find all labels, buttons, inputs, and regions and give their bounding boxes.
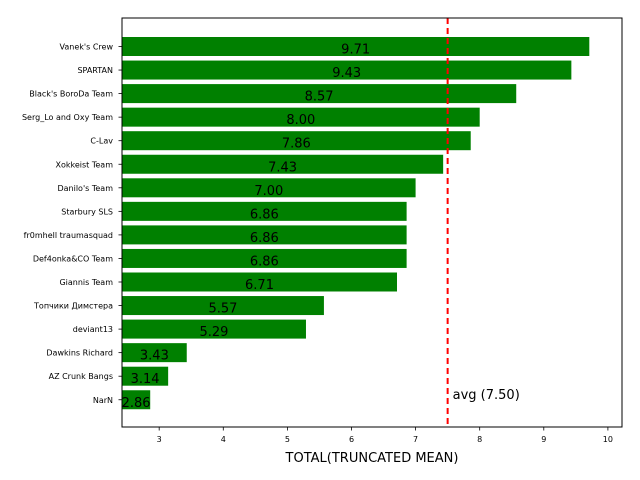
- data-label: 8.57: [305, 90, 334, 105]
- bar: [122, 60, 572, 80]
- y-tick-label: SPARTAN: [77, 66, 113, 75]
- data-label: 6.71: [245, 278, 274, 293]
- y-tick-label: C-Lav: [90, 137, 113, 146]
- y-tick-label: Def4onka&CO Team: [33, 254, 113, 263]
- data-label: 6.86: [250, 207, 279, 222]
- bar: [122, 272, 397, 292]
- bar: [122, 201, 407, 221]
- x-tick-label: 6: [349, 435, 354, 444]
- bar: [122, 84, 517, 104]
- y-tick-label: fr0mhell traumasquad: [24, 231, 113, 240]
- data-label: 9.43: [332, 66, 361, 81]
- bar: [122, 296, 324, 316]
- x-tick-label: 9: [541, 435, 546, 444]
- data-label: 6.86: [250, 231, 279, 246]
- y-tick-label: Black's BoroDa Team: [29, 90, 113, 99]
- y-tick-label: Vanek's Crew: [60, 43, 114, 52]
- y-tick-label: Danilo's Team: [57, 184, 113, 193]
- y-tick-label: Xokkeist Team: [56, 160, 114, 169]
- data-label: 7.86: [282, 137, 311, 152]
- data-label: 2.86: [122, 396, 151, 411]
- bar: [122, 131, 471, 151]
- bar: [122, 225, 407, 245]
- data-label: 3.43: [140, 349, 169, 364]
- bar: [122, 178, 416, 198]
- y-tick-label: deviant13: [73, 325, 113, 334]
- x-tick-label: 7: [413, 435, 418, 444]
- bar: [122, 154, 444, 174]
- x-tick-label: 5: [285, 435, 290, 444]
- x-tick-label: 8: [477, 435, 482, 444]
- x-tick-label: 10: [603, 435, 613, 444]
- data-label: 5.29: [200, 325, 229, 340]
- data-label: 9.71: [341, 43, 370, 58]
- data-label: 5.57: [208, 302, 237, 317]
- bar: [122, 248, 407, 268]
- x-tick-label: 4: [221, 435, 226, 444]
- data-label: 7.43: [268, 160, 297, 175]
- y-tick-label: Dawkins Richard: [46, 349, 113, 358]
- y-tick-label: Serg_Lo and Oxy Team: [22, 113, 113, 122]
- y-tick-label: AZ Crunk Bangs: [49, 372, 113, 381]
- bar: [122, 343, 187, 363]
- bar: [122, 319, 306, 339]
- bar: [122, 390, 151, 410]
- data-label: 3.14: [131, 372, 160, 387]
- bar: [122, 37, 590, 56]
- x-tick-label: 3: [157, 435, 162, 444]
- x-axis-label: TOTAL(TRUNCATED MEAN): [285, 451, 459, 466]
- data-label: 7.00: [254, 184, 283, 199]
- bar: [122, 107, 480, 127]
- y-tick-label: NarN: [93, 396, 113, 405]
- bar: [122, 366, 169, 386]
- y-tick-label: Starbury SLS: [61, 207, 113, 216]
- plot-frame: [121, 17, 623, 428]
- y-tick-label: Топчики Димстера: [33, 302, 113, 311]
- y-tick-label: Giannis Team: [59, 278, 113, 287]
- data-label: 8.00: [286, 113, 315, 128]
- data-label: 6.86: [250, 254, 279, 269]
- average-label: avg (7.50): [453, 388, 520, 403]
